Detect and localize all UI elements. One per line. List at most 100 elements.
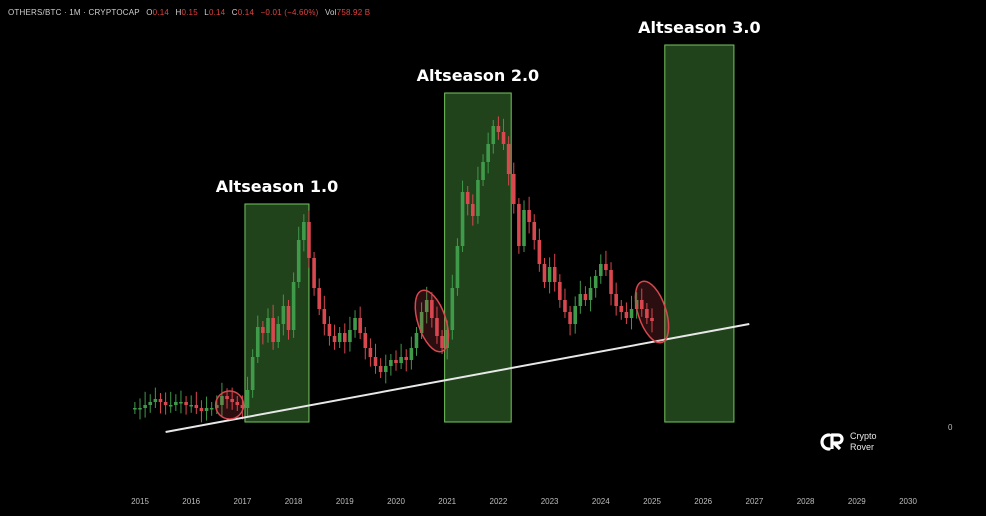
candle-body — [629, 309, 634, 318]
candle-body — [368, 348, 373, 357]
candle-body — [450, 288, 455, 330]
candle-body — [189, 405, 193, 407]
breakout-highlight-circle — [214, 390, 245, 420]
low-key: L — [204, 8, 209, 17]
candle-body — [609, 270, 613, 294]
candle-body — [527, 210, 531, 222]
chart-header: OTHERS/BTC · 1M · CRYPTOCAP O0.14 H0.15 … — [8, 8, 370, 17]
candle-body — [568, 312, 572, 324]
candle-body — [558, 282, 562, 300]
candle-body — [240, 405, 245, 408]
candle-body — [389, 360, 393, 366]
x-tick-label: 2027 — [746, 497, 764, 506]
candle-body — [184, 402, 188, 405]
candle-body — [455, 246, 460, 288]
candle-body — [281, 306, 286, 324]
candle-body — [343, 333, 347, 342]
candle-body — [199, 408, 204, 411]
candle-body — [460, 192, 465, 246]
candle-body — [639, 300, 644, 309]
candle-body — [302, 222, 306, 240]
breakout-highlight-circle — [634, 280, 670, 344]
candle-body — [138, 408, 142, 410]
candle-body — [317, 288, 321, 309]
candle-body — [517, 204, 521, 246]
candle-body — [522, 210, 526, 246]
candle-body — [563, 300, 567, 312]
candle-body — [614, 294, 618, 306]
candle-body — [394, 360, 398, 363]
candle-body — [215, 405, 219, 408]
candle-body — [266, 318, 270, 333]
candle-body — [296, 240, 301, 282]
altseason-label-1: Altseason 1.0 — [216, 177, 339, 196]
x-tick-label: 2023 — [541, 497, 559, 506]
candle-body — [588, 288, 593, 300]
brand-name-line1: Crypto — [850, 431, 877, 441]
candle-body — [481, 162, 485, 180]
candle-body — [445, 330, 449, 348]
candle-body — [261, 327, 265, 333]
candle-body — [496, 126, 501, 132]
altseason-zone-3 — [664, 44, 735, 423]
altseason-zone-1 — [244, 203, 310, 423]
candle-body — [230, 399, 234, 402]
x-tick-label: 2019 — [336, 497, 354, 506]
x-tick-label: 2015 — [131, 497, 149, 506]
candle-body — [645, 309, 649, 318]
candle-body — [404, 357, 409, 360]
candle-body — [547, 267, 552, 282]
candle-body — [143, 405, 147, 408]
x-tick-label: 2018 — [285, 497, 303, 506]
x-tick-label: 2021 — [438, 497, 456, 506]
candle-body — [358, 318, 362, 333]
candle-body — [424, 300, 429, 312]
candle-body — [148, 402, 153, 405]
open-value: 0.14 — [152, 8, 170, 17]
candle-body — [414, 333, 419, 348]
candle-body — [583, 294, 588, 300]
candle-body — [271, 318, 275, 342]
candle-body — [332, 336, 337, 342]
candle-body — [486, 144, 490, 162]
candle-body — [250, 357, 255, 390]
x-tick-label: 2022 — [490, 497, 508, 506]
x-tick-label: 2029 — [848, 497, 866, 506]
candle-body — [578, 294, 583, 306]
open-key: O — [146, 8, 153, 17]
x-tick-label: 2017 — [234, 497, 252, 506]
candle-body — [327, 324, 332, 336]
candle-body — [419, 312, 424, 333]
candle-body — [409, 348, 414, 360]
breakout-highlight-circle — [414, 289, 450, 353]
x-tick-label: 2024 — [592, 497, 610, 506]
candle-body — [255, 327, 260, 357]
candle-body — [225, 396, 229, 399]
candle-body — [312, 258, 316, 288]
candle-body — [133, 408, 137, 410]
close-value: 0.14 — [237, 8, 255, 17]
candle-body — [624, 312, 629, 318]
altseason-label-3: Altseason 3.0 — [638, 18, 761, 37]
candle-body — [650, 318, 654, 321]
candle-body — [373, 357, 378, 366]
candle-body — [291, 282, 296, 330]
high-key: H — [175, 8, 182, 17]
brand-name-line2: Rover — [850, 442, 875, 452]
candle-body — [322, 309, 327, 324]
symbol-label: OTHERS/BTC · 1M · CRYPTOCAP — [8, 8, 140, 17]
candle-body — [430, 300, 434, 318]
candle-body — [163, 402, 168, 405]
candle-body — [399, 357, 403, 363]
candle-body — [337, 333, 342, 342]
candle-body — [383, 366, 388, 372]
candle-body — [353, 318, 357, 330]
candle-body — [235, 402, 240, 405]
x-tick-label: 2026 — [694, 497, 712, 506]
candle-body — [179, 402, 183, 404]
x-tick-label: 2030 — [899, 497, 917, 506]
candle-body — [593, 276, 598, 288]
candle-body — [286, 306, 291, 330]
candle-body — [158, 399, 163, 402]
